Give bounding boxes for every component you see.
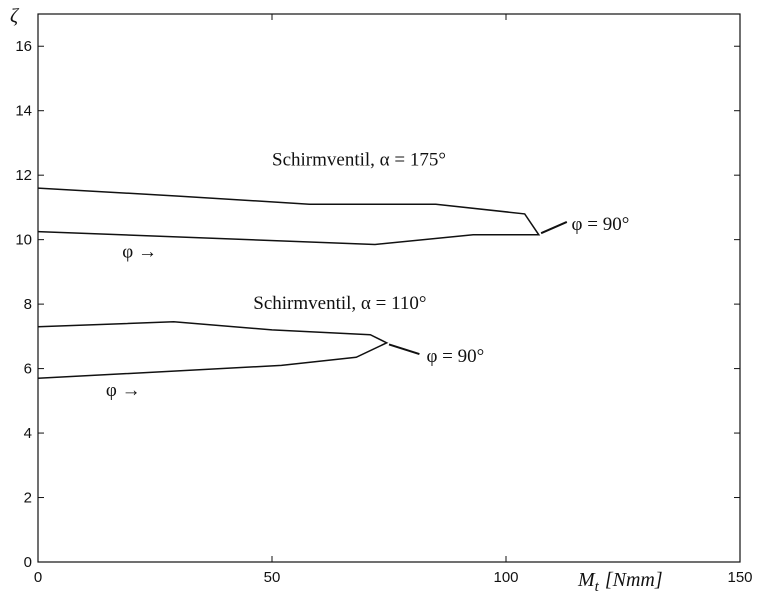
- annotation-label: φ = 90°: [426, 346, 484, 367]
- annotation-label: φ →: [106, 380, 141, 401]
- annotation-leader-line: [388, 343, 420, 356]
- y-tick-label: 14: [15, 103, 32, 120]
- annotation-label: φ = 90°: [572, 214, 630, 235]
- series-line: [37, 187, 541, 246]
- x-axis-label-main: M: [577, 569, 596, 591]
- x-tick-label: 150: [727, 569, 752, 586]
- y-tick-label: 6: [24, 361, 32, 378]
- y-tick-label: 2: [24, 490, 32, 507]
- plot-frame: [37, 13, 741, 563]
- y-axis-label: ζ: [10, 5, 20, 27]
- y-tick-label: 12: [15, 167, 32, 184]
- x-tick-label: 50: [264, 569, 281, 586]
- annotation-label: Schirmventil, α = 175°: [272, 150, 446, 171]
- y-tick-label: 16: [15, 38, 32, 55]
- x-axis-label: Mt [Nmm]: [577, 569, 663, 595]
- annotation-label: Schirmventil, α = 110°: [253, 293, 426, 314]
- annotation-leader-line: [540, 221, 568, 235]
- y-tick-label: 8: [24, 296, 32, 313]
- series-line: [37, 321, 389, 380]
- x-tick-label: 100: [493, 569, 518, 586]
- y-tick-label: 10: [15, 232, 32, 249]
- x-axis-label-unit: [Nmm]: [605, 569, 663, 591]
- y-tick-label: 4: [24, 425, 32, 442]
- annotation-label: φ →: [122, 241, 157, 262]
- x-axis-label-sub: t: [595, 579, 600, 595]
- y-tick-label: 0: [24, 554, 32, 571]
- x-tick-label: 0: [34, 569, 42, 586]
